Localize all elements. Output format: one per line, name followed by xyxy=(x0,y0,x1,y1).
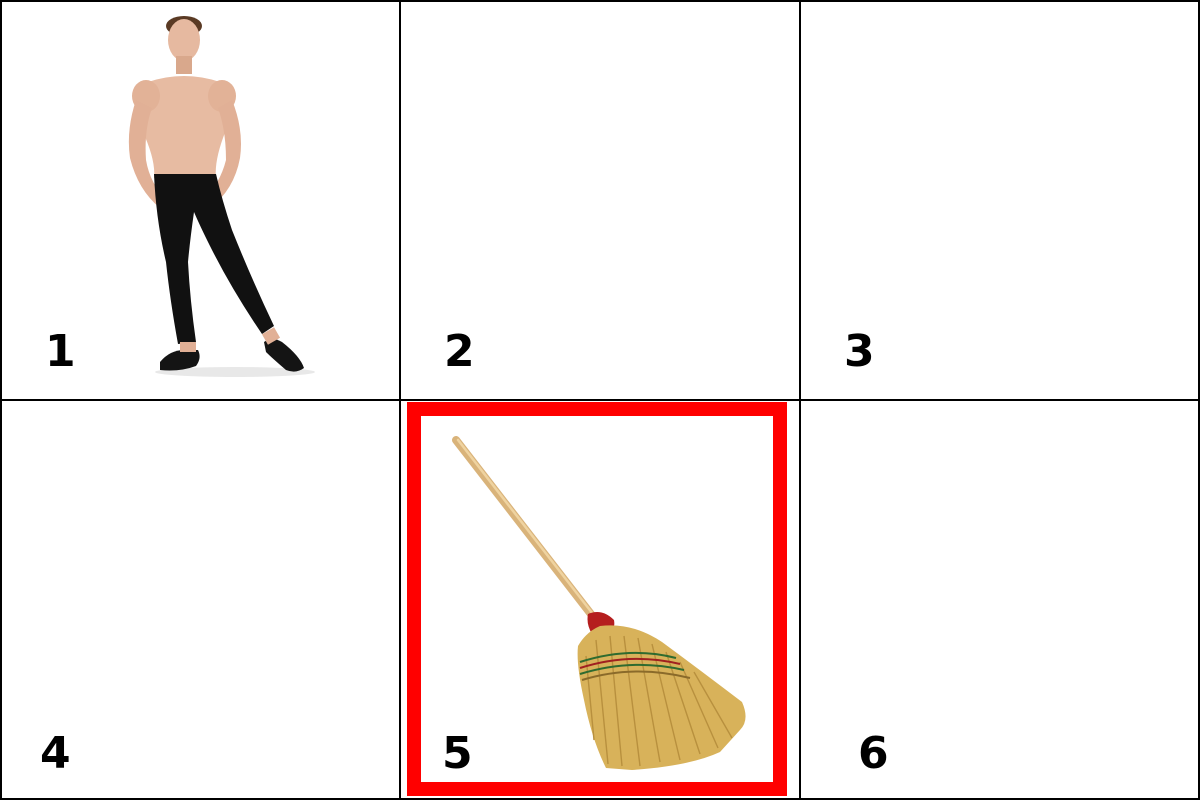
cell-number-3: 3 xyxy=(844,326,875,377)
cell-number-4: 4 xyxy=(40,728,71,779)
dancer-image xyxy=(128,16,315,377)
grid-divider-h xyxy=(0,399,1200,401)
grid-cell-3[interactable]: 3 xyxy=(800,0,1200,400)
cell-number-1: 1 xyxy=(45,326,76,377)
cell-number-6: 6 xyxy=(858,728,889,779)
grid-cell-4[interactable]: 4 xyxy=(0,400,400,800)
grid-cell-5[interactable]: 5 xyxy=(400,400,800,800)
grid-cell-1[interactable]: 1 xyxy=(0,0,400,400)
grid-border-top xyxy=(0,0,1200,2)
cell-number-2: 2 xyxy=(444,326,475,377)
grid-cell-6[interactable]: 6 xyxy=(800,400,1200,800)
cell-number-5: 5 xyxy=(442,728,473,779)
grid-border-bottom xyxy=(0,798,1200,800)
grid-cell-2[interactable]: 2 xyxy=(400,0,800,400)
broom-image xyxy=(452,436,746,770)
